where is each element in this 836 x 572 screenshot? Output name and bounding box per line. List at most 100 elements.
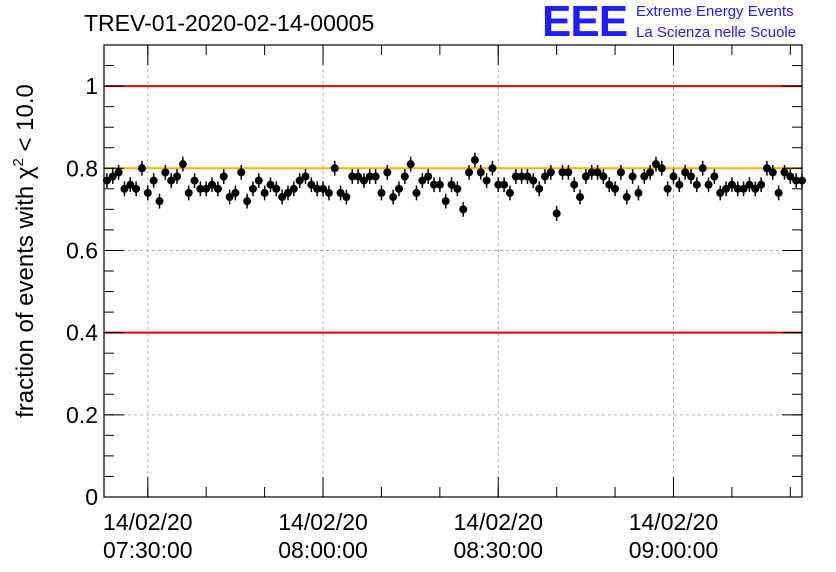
data-point [692, 180, 701, 189]
data-point [102, 176, 111, 185]
y-tick-label: 0.4 [66, 320, 98, 346]
x-tick-date-label: 14/02/20 [278, 509, 368, 535]
x-tick-time-label: 08:00:00 [278, 537, 368, 563]
data-point [196, 184, 205, 193]
data-point [114, 168, 123, 177]
data-point [540, 172, 549, 181]
data-point [687, 172, 696, 181]
data-point [137, 164, 146, 173]
data-point [640, 172, 649, 181]
data-point [669, 172, 678, 181]
data-point [365, 172, 374, 181]
data-point [511, 172, 520, 181]
data-point [523, 172, 532, 181]
data-point [330, 164, 339, 173]
data-point [634, 188, 643, 197]
data-point [651, 160, 660, 169]
data-point [418, 176, 427, 185]
data-point [535, 184, 544, 193]
data-point [529, 176, 538, 185]
data-point [319, 184, 328, 193]
data-point [178, 160, 187, 169]
data-point [394, 184, 403, 193]
data-point [581, 172, 590, 181]
data-point [505, 188, 514, 197]
data-point [704, 180, 713, 189]
logo-tagline-1: Extreme Energy Events [636, 3, 794, 20]
data-point [780, 168, 789, 177]
x-tick-date-label: 14/02/20 [103, 509, 193, 535]
data-point [301, 172, 310, 181]
data-point [307, 180, 316, 189]
data-point [120, 184, 129, 193]
data-point [237, 168, 246, 177]
data-point [576, 193, 585, 202]
data-point [383, 168, 392, 177]
data-point [243, 197, 252, 206]
data-point [587, 168, 596, 177]
data-point [278, 193, 287, 202]
data-point [663, 184, 672, 193]
data-point [611, 184, 620, 193]
data-point [751, 184, 760, 193]
data-point [231, 188, 240, 197]
data-point [447, 180, 456, 189]
data-point [143, 188, 152, 197]
y-label-prefix: fraction of events with [12, 179, 39, 418]
axis-ticks [104, 44, 802, 498]
x-tick-time-label: 08:30:00 [454, 537, 544, 563]
eee-logo: EEE [542, 0, 628, 46]
y-tick-label: 0.8 [66, 155, 98, 181]
data-point [558, 168, 567, 177]
grid-layer [104, 45, 802, 497]
x-tick-date-label: 14/02/20 [629, 509, 719, 535]
data-point [675, 180, 684, 189]
data-point [412, 188, 421, 197]
y-axis-label: fraction of events with χ2 < 10.0 [10, 84, 39, 418]
data-point [453, 184, 462, 193]
data-point [470, 156, 479, 165]
data-point [359, 176, 368, 185]
data-point [161, 168, 170, 177]
data-point [488, 164, 497, 173]
data-point [167, 176, 176, 185]
data-point [424, 172, 433, 181]
data-point [283, 188, 292, 197]
data-point [792, 176, 801, 185]
data-point [476, 168, 485, 177]
data-point [622, 193, 631, 202]
y-label-suffix: < 10.0 [12, 84, 39, 158]
data-point [173, 172, 182, 181]
data-point [208, 180, 217, 189]
data-point [698, 164, 707, 173]
y-tick-label: 0.6 [66, 237, 98, 263]
y-label-superscript: 2 [10, 158, 27, 166]
data-point [710, 172, 719, 181]
data-point [465, 168, 474, 177]
data-points [102, 152, 806, 221]
data-point [295, 176, 304, 185]
data-point [406, 160, 415, 169]
data-point [774, 188, 783, 197]
data-point [722, 184, 731, 193]
data-point [441, 197, 450, 206]
data-point [657, 164, 666, 173]
y-label-chi-symbol: χ [12, 166, 39, 179]
data-point [435, 180, 444, 189]
data-point [132, 184, 141, 193]
data-point [628, 172, 637, 181]
data-point [786, 172, 795, 181]
data-point [324, 188, 333, 197]
data-point [202, 184, 211, 193]
data-point [254, 176, 263, 185]
data-point [599, 172, 608, 181]
data-point [500, 180, 509, 189]
data-point [225, 193, 234, 202]
data-point [762, 164, 771, 173]
data-point [616, 168, 625, 177]
data-point [757, 180, 766, 189]
data-point [155, 197, 164, 206]
data-point [289, 184, 298, 193]
data-point [260, 188, 269, 197]
